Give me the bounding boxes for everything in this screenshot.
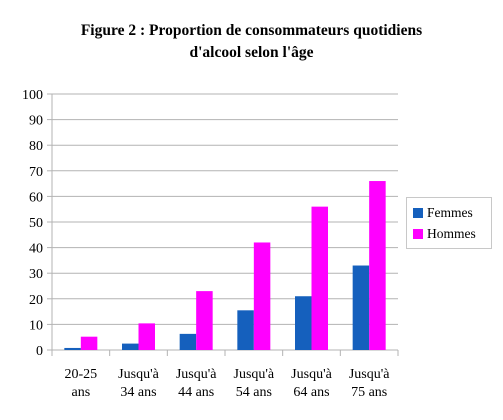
bar-femmes-1 [122, 343, 139, 350]
y-tick-label-30: 30 [29, 267, 43, 282]
y-tick-label-80: 80 [29, 139, 43, 154]
x-tick-label-4-1: 64 ans [293, 385, 329, 400]
x-tick-label-3-0: Jusqu'à [234, 367, 275, 382]
legend-item-hommes: Hommes [413, 225, 476, 243]
chart-legend: Femmes Hommes [406, 197, 492, 249]
x-tick-label-2-0: Jusqu'à [176, 367, 217, 382]
y-tick-label-0: 0 [36, 344, 43, 359]
x-tick-label-5-0: Jusqu'à [349, 367, 390, 382]
legend-item-femmes: Femmes [413, 204, 473, 222]
legend-label-hommes: Hommes [427, 226, 476, 241]
bar-femmes-0 [64, 347, 81, 350]
y-tick-label-70: 70 [29, 165, 43, 180]
y-tick-label-90: 90 [29, 114, 43, 129]
y-tick-label-40: 40 [29, 242, 43, 257]
x-tick-label-4-0: Jusqu'à [291, 367, 332, 382]
bar-hommes-1 [138, 323, 155, 350]
legend-swatch-femmes [413, 208, 423, 218]
chart-title-line-1: Figure 2 : Proportion de consommateurs q… [80, 22, 423, 39]
chart-title-line-2: d'alcool selon l'âge [189, 44, 314, 61]
x-tick-label-2-1: 44 ans [178, 385, 214, 400]
x-tick-label-3-1: 54 ans [236, 385, 272, 400]
bar-hommes-2 [196, 291, 213, 350]
x-tick-label-0-0: 20-25 [64, 367, 97, 382]
bar-hommes-5 [369, 181, 386, 350]
bar-femmes-4 [295, 296, 312, 350]
bar-hommes-3 [253, 242, 271, 350]
x-tick-label-5-1: 75 ans [351, 385, 387, 400]
chart-title: Figure 2 : Proportion de consommateurs q… [0, 20, 503, 64]
bar-femmes-2 [179, 333, 197, 350]
y-tick-label-20: 20 [29, 293, 43, 308]
y-tick-label-60: 60 [29, 190, 43, 205]
bar-hommes-0 [80, 336, 98, 350]
y-tick-label-50: 50 [29, 216, 43, 231]
y-tick-label-10: 10 [29, 318, 43, 333]
bar-femmes-3 [237, 310, 254, 350]
bar-femmes-5 [352, 265, 370, 350]
bar-hommes-4 [311, 206, 328, 350]
x-tick-label-1-1: 34 ans [120, 385, 156, 400]
legend-swatch-hommes [413, 229, 423, 239]
y-tick-label-100: 100 [22, 88, 43, 103]
x-tick-label-1-0: Jusqu'à [118, 367, 159, 382]
legend-label-femmes: Femmes [427, 205, 473, 220]
x-tick-label-0-1: ans [71, 385, 90, 400]
